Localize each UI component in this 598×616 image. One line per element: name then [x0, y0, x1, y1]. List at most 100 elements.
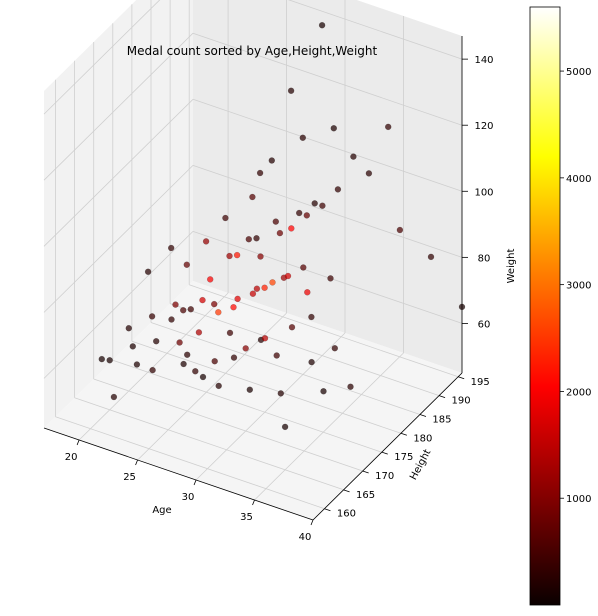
grid-z-right: [287, 0, 463, 60]
data-point: [234, 295, 241, 303]
data-point: [249, 193, 256, 201]
colorbar-tick-label: 3000: [566, 281, 591, 292]
data-point: [277, 390, 284, 397]
data-point: [261, 335, 269, 342]
data-point: [148, 313, 156, 320]
grid-z-left: [43, 165, 194, 313]
data-point: [256, 169, 264, 177]
data-point: [180, 360, 187, 368]
grid-z-left: [43, 32, 194, 181]
y-tick-label: 170: [375, 471, 394, 482]
grid-x-floor: [195, 332, 346, 481]
data-point: [98, 355, 106, 363]
data-point: [273, 352, 280, 359]
data-point: [303, 212, 310, 219]
grid-y-floor: [131, 340, 402, 434]
y-tick-mark: [324, 508, 331, 512]
axis-panes: [44, 0, 462, 520]
data-point: [245, 235, 253, 243]
data-point: [320, 388, 327, 395]
data-point: [253, 285, 261, 292]
data-point: [319, 202, 326, 209]
data-point: [276, 229, 284, 237]
y-tick-label: 180: [413, 433, 432, 444]
data-point: [350, 153, 357, 160]
grid-y-floor: [189, 284, 459, 378]
data-point: [202, 238, 210, 245]
y-tick-label: 190: [452, 396, 471, 407]
data-point: [222, 214, 229, 222]
data-point: [125, 325, 133, 332]
data-point: [129, 343, 137, 350]
x-tick-mark: [252, 499, 255, 506]
data-point: [172, 301, 179, 308]
data-point: [300, 264, 307, 271]
y-tick-mark: [458, 376, 465, 380]
data-points: [98, 22, 466, 431]
data-point: [311, 200, 318, 207]
data-point: [183, 351, 191, 358]
grid-y-floor: [169, 303, 440, 396]
data-point: [269, 279, 276, 286]
data-point: [288, 225, 295, 232]
x-tick-label: 35: [240, 512, 253, 523]
data-point: [304, 289, 311, 296]
data-point: [246, 386, 254, 393]
data-point: [167, 244, 175, 252]
data-point: [284, 272, 292, 280]
data-point: [288, 324, 296, 331]
data-point: [215, 309, 222, 316]
z-tick-label: 120: [474, 121, 493, 132]
data-point: [176, 339, 183, 346]
x-axis-label: Age: [152, 505, 171, 516]
data-point: [427, 253, 435, 261]
data-point: [458, 303, 466, 311]
data-point: [211, 358, 218, 365]
x-tick-label: 40: [299, 532, 312, 543]
grid-z-left: [43, 231, 194, 379]
data-point: [272, 218, 279, 225]
colorbar-ticks: 1000 2000 3000 4000 5000: [560, 67, 591, 505]
y-tick-label: 175: [394, 452, 413, 463]
data-point: [199, 373, 207, 381]
data-point: [210, 300, 218, 308]
pane-back-right: [193, 0, 462, 373]
data-point: [385, 123, 392, 131]
data-point: [168, 316, 175, 323]
colorbar: 1000 2000 3000 4000 5000: [529, 6, 591, 606]
chart-title: Medal count sorted by Age,Height,Weight: [127, 44, 378, 58]
colorbar-tick-label: 4000: [566, 174, 591, 185]
data-point: [308, 358, 315, 366]
data-point: [106, 357, 113, 364]
y-tick-label: 185: [432, 414, 451, 425]
data-point: [149, 366, 156, 374]
y-axis-line: [312, 372, 463, 521]
y-tick-mark: [400, 432, 407, 436]
data-point: [257, 253, 264, 260]
y-tick-mark: [381, 451, 388, 455]
grid-z-right: [192, 32, 463, 126]
grid-y-floor: [74, 397, 344, 491]
data-point: [192, 368, 199, 375]
grid-z-left: [43, 0, 161, 115]
grid-x-floor: [254, 352, 404, 501]
z-axis-label: Weight: [506, 249, 517, 284]
data-point: [347, 383, 354, 390]
x-tick-label: 20: [65, 452, 78, 463]
pane-floor: [44, 281, 462, 520]
data-point: [261, 284, 268, 291]
data-point: [233, 251, 241, 259]
colorbar-tick-label: 5000: [566, 67, 591, 78]
data-point: [199, 296, 206, 304]
x-tick-mark: [310, 519, 314, 526]
data-point: [327, 275, 334, 282]
data-point: [226, 329, 234, 337]
z-tick-label: 60: [478, 319, 491, 330]
data-point: [242, 345, 249, 352]
y-tick-label: 160: [337, 509, 356, 520]
data-point: [281, 423, 289, 431]
y-tick-mark: [362, 470, 369, 474]
